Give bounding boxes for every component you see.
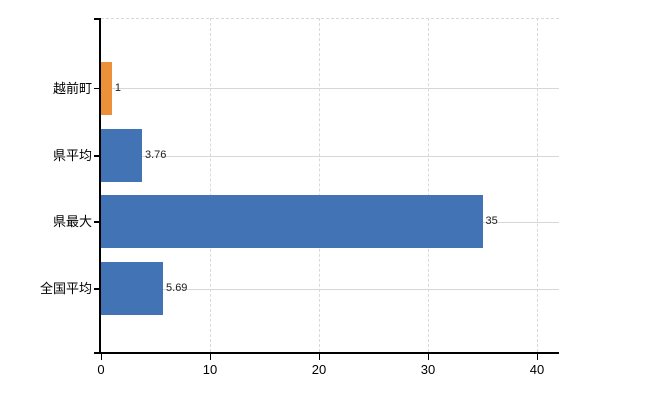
x-gridline [210,18,211,352]
x-gridline [428,18,429,352]
x-axis-line [94,352,559,354]
category-label: 県平均 [52,148,92,163]
category-tick [94,288,101,290]
bar-2 [101,195,483,248]
category-tick [94,221,101,223]
x-axis-tick [536,353,538,360]
x-tick-label: 10 [202,362,218,377]
x-gridline [537,18,538,352]
row-gridline [101,155,559,157]
bar-0 [101,61,112,115]
category-tick [94,87,101,89]
row-gridline [101,288,559,290]
category-label: 全国平均 [39,281,92,296]
value-label: 5.69 [166,282,188,294]
axis-top-tick [94,18,101,20]
x-tick-label: 30 [420,362,436,377]
row-gridline [101,88,559,89]
category-tick [94,155,101,157]
x-axis-tick [427,353,429,360]
x-axis-tick [209,353,211,360]
x-tick-label: 20 [311,362,327,377]
x-axis-tick [318,353,320,360]
x-gridline [319,18,320,352]
value-label: 3.76 [144,149,167,161]
y-axis-line [99,18,101,352]
value-label: 35 [485,215,498,227]
x-axis-tick [100,353,102,360]
value-label: 1 [114,81,122,94]
x-tick-label: 0 [97,362,105,377]
plot-top-border [101,18,559,19]
category-label: 県最大 [52,214,92,229]
x-tick-label: 40 [529,362,545,377]
bar-3 [101,262,164,315]
bar-1 [101,129,142,182]
category-label: 越前町 [52,80,92,96]
